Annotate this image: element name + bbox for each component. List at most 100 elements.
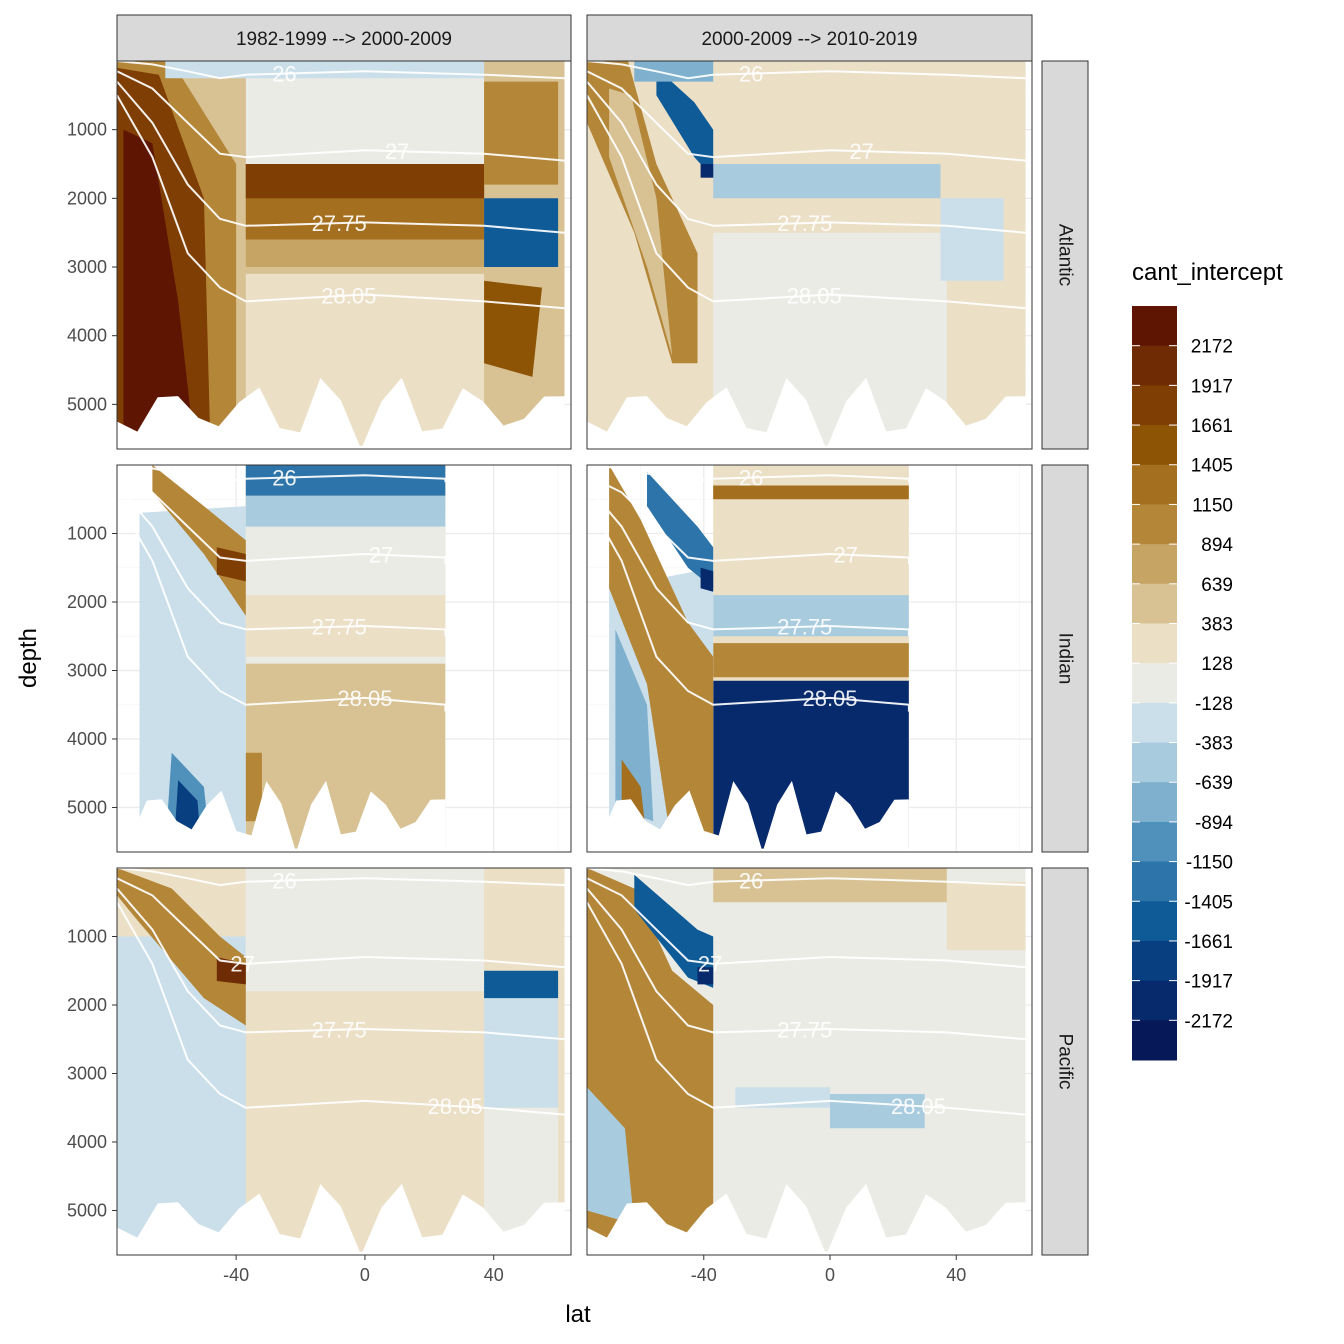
- row-strip: [1041, 60, 1089, 450]
- isopycnal-label: 28.05: [321, 283, 376, 308]
- isopycnal-26: [117, 868, 565, 887]
- panel-pacific-2: 26 27 27.75 28.05: [586, 867, 1033, 1256]
- legend-swatch: [1132, 345, 1177, 386]
- isopycnal-label: 27.75: [312, 615, 367, 640]
- legend-label: -383: [1195, 734, 1233, 755]
- legend-label: -1150: [1186, 853, 1233, 874]
- panel-atlantic-2: 26 27 27.75 28.05: [586, 60, 1033, 450]
- column-strip: [116, 14, 572, 62]
- isopycnal-label: 28.05: [802, 686, 857, 711]
- bathymetry-mask: [587, 780, 909, 852]
- contour-band-3: [587, 1087, 635, 1225]
- legend-swatch: [1132, 623, 1177, 664]
- isopycnal-label: 27.75: [312, 211, 367, 236]
- column-strip-label: 1982-1999 --> 2000-2009: [236, 29, 452, 50]
- isopycnal-27: [587, 474, 910, 565]
- panel-indian-2: 26 27 27.75 28.05: [586, 464, 1033, 853]
- isopycnal-label: 27.75: [777, 211, 832, 236]
- panel-indian-1: 26 27 27.75 28.05: [116, 464, 572, 853]
- contour-bands: [587, 61, 1032, 449]
- bathymetry-mask: [117, 1183, 565, 1255]
- y-tick-label: 4000: [67, 1132, 107, 1152]
- legend: cant_intercept 2172 1917 1661 1405 1150 894 63…: [1132, 259, 1283, 1061]
- legend-swatch: [1132, 464, 1177, 505]
- no-data-region: [908, 465, 1032, 852]
- panels-layer: 26 27 27.75 28.05 26 27 27.75 28.05 26 27 27.75 28.…: [116, 60, 1033, 1256]
- legend-label: 1917: [1191, 376, 1233, 397]
- isopycnal-label: 26: [272, 62, 296, 87]
- contour-band-8: [713, 868, 947, 903]
- row-strip-label: Pacific: [1055, 1034, 1076, 1090]
- isopycnal-27: [587, 70, 1026, 162]
- isopycnal-lines: 26 27 27.75 28.05: [587, 61, 1026, 310]
- isopycnal-27: [117, 877, 565, 969]
- isopycnal-label: 26: [739, 62, 763, 87]
- bathymetry-mask: [587, 1183, 1026, 1255]
- legend-swatch: [1132, 583, 1177, 624]
- contour-band-5: [117, 868, 246, 1026]
- isopycnal-27-75: [587, 80, 1026, 234]
- isopycnal-label: 27: [230, 951, 254, 976]
- isopycnal-label: 28.05: [337, 686, 392, 711]
- y-tick-label: 2000: [67, 592, 107, 612]
- contour-band-1: [713, 680, 909, 849]
- legend-swatch: [1132, 663, 1177, 704]
- contour-bands: [587, 868, 1032, 1255]
- legend-label: -639: [1195, 773, 1233, 794]
- legend-swatch: [1132, 782, 1177, 823]
- bathymetry-mask: [117, 780, 446, 852]
- panel-pacific-1: 26 27 27.75 28.05: [116, 867, 572, 1256]
- contour-band-5: [216, 547, 246, 582]
- isopycnal-27: [587, 877, 1026, 969]
- isopycnal-26: [587, 61, 1026, 80]
- isopycnal-label: 27: [834, 543, 858, 568]
- legend-label: 128: [1201, 654, 1233, 675]
- y-tick-label: 2000: [67, 188, 107, 208]
- isopycnal-27: [117, 474, 447, 565]
- isopycnal-27-75: [117, 80, 565, 234]
- legend-swatch: [1132, 1020, 1177, 1061]
- no-data-region: [445, 465, 571, 852]
- x-tick-label: -40: [223, 1265, 249, 1285]
- contour-band-1: [946, 881, 1026, 951]
- isopycnal-27-75: [587, 887, 1026, 1041]
- legend-swatch: [1132, 544, 1177, 585]
- isopycnal-28-05: [587, 498, 910, 712]
- panel-border: [586, 867, 1033, 1256]
- contour-band-7: [245, 495, 446, 527]
- isopycnal-26: [587, 465, 910, 484]
- row-strip-label: Indian: [1055, 633, 1076, 685]
- y-tick-label: 3000: [67, 660, 107, 680]
- legend-swatch: [1132, 425, 1177, 466]
- isopycnal-label: 27.75: [312, 1018, 367, 1043]
- contour-band-5: [245, 273, 485, 446]
- contour-band-10: [245, 752, 262, 822]
- legend-swatch: [1132, 940, 1177, 982]
- contour-band-1: [139, 506, 246, 849]
- contour-band-6: [245, 465, 446, 496]
- contour-band-10: [713, 485, 909, 500]
- panel-atlantic-1: 26 27 27.75 28.05: [116, 60, 572, 450]
- isopycnal-label: 26: [272, 869, 296, 894]
- y-tick-label: 1000: [67, 120, 107, 140]
- isopycnal-28-05: [587, 901, 1026, 1116]
- isopycnal-27: [117, 70, 565, 162]
- legend-label: -1917: [1184, 972, 1233, 993]
- isopycnal-lines: 26 27 27.75 28.05: [117, 61, 565, 310]
- isopycnal-lines: 26 27 27.75 28.05: [587, 465, 910, 712]
- contour-bands: [117, 868, 571, 1255]
- contour-band-4: [484, 970, 559, 999]
- x-tick-label: 40: [484, 1265, 504, 1285]
- contour-band-8: [123, 129, 195, 446]
- legend-label: -2172: [1184, 1011, 1233, 1032]
- contour-band-2: [713, 164, 941, 199]
- legend-swatch: [1132, 385, 1177, 426]
- legend-label: -894: [1195, 813, 1233, 834]
- legend-label: 1150: [1192, 495, 1233, 516]
- isopycnal-label: 27: [698, 951, 722, 976]
- legend-swatch: [1132, 306, 1177, 347]
- contour-bands: [117, 61, 571, 449]
- legend-swatch: [1132, 901, 1177, 942]
- contour-band-12: [165, 61, 485, 79]
- row-strip-label: Atlantic: [1055, 224, 1076, 286]
